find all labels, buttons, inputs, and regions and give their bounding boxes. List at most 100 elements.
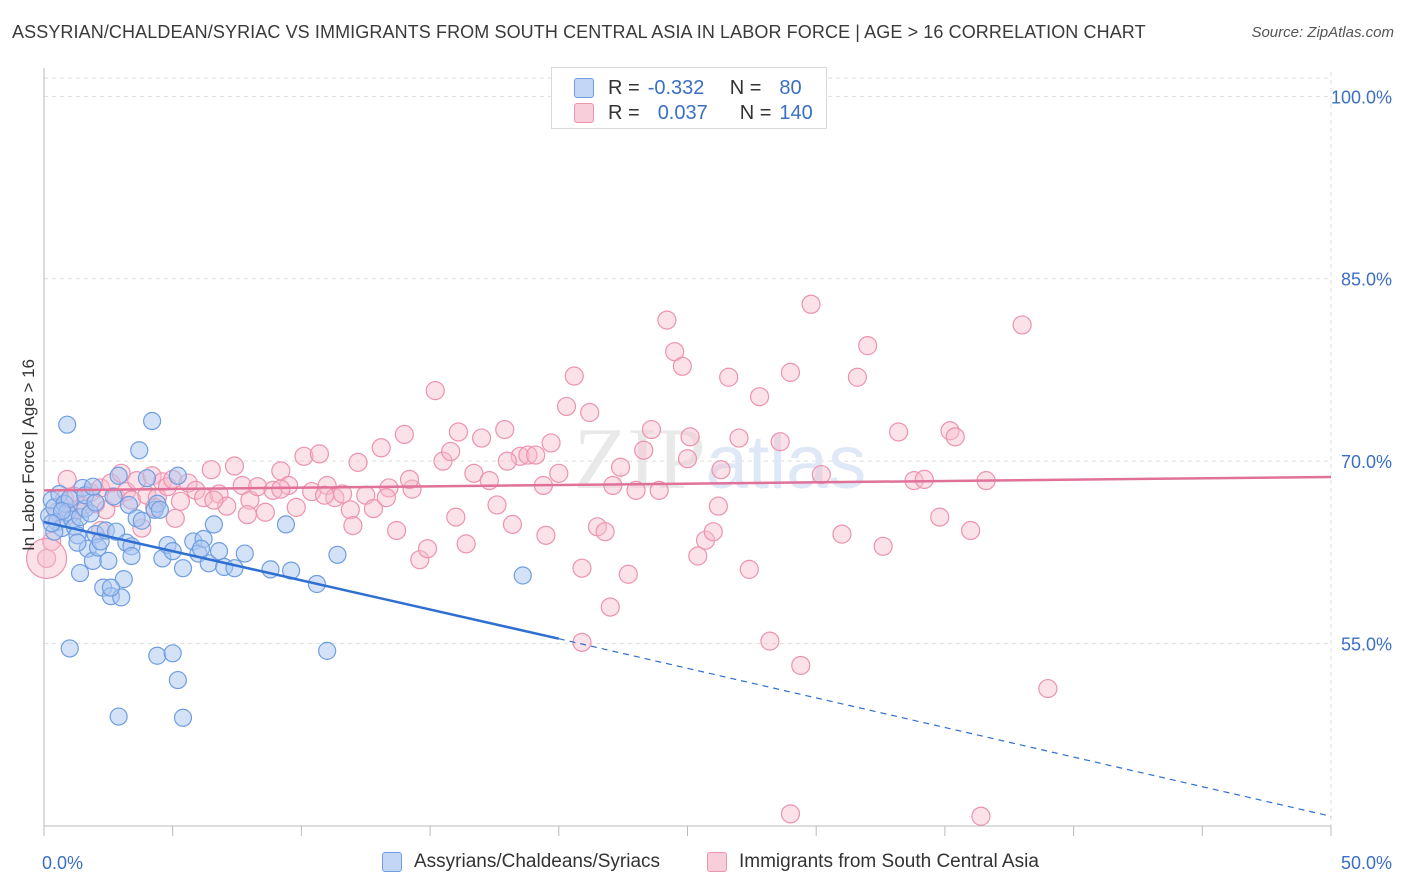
- pink-point: [425, 381, 445, 401]
- y-axis-label: In Labor Force | Age > 16: [19, 359, 38, 551]
- blue-point: [83, 477, 103, 496]
- pink-point: [343, 516, 363, 536]
- tick-labels: 55.0% 70.0% 85.0% 100.0% 0.0% 50.0%: [42, 87, 1392, 873]
- blue-point: [137, 469, 157, 488]
- blue-point: [104, 487, 123, 506]
- pink-point: [376, 488, 396, 508]
- pink-point: [170, 491, 191, 511]
- pink-point: [680, 427, 700, 447]
- legend-row-pink: R = 0.037 N = 140: [574, 101, 813, 125]
- legend-swatch-pink: [707, 852, 727, 872]
- y-tick-label: 85.0%: [1341, 270, 1392, 290]
- y-tick-label: 55.0%: [1341, 635, 1392, 655]
- pink-point: [294, 446, 314, 466]
- blue-point: [101, 578, 121, 597]
- pink-point: [703, 522, 723, 542]
- legend-label: Immigrants from South Central Asia: [739, 851, 1039, 872]
- pink-point: [711, 460, 731, 480]
- blue-point: [109, 466, 128, 485]
- pink-point: [572, 558, 592, 578]
- pink-point: [708, 496, 728, 516]
- axes: [43, 68, 1332, 836]
- pink-point: [224, 456, 245, 476]
- pink-point: [564, 366, 584, 386]
- pink-point: [186, 480, 206, 500]
- pink-point: [510, 446, 530, 466]
- chart-title: ASSYRIAN/CHALDEAN/SYRIAC VS IMMIGRANTS F…: [12, 22, 1146, 42]
- pink-point: [495, 419, 515, 440]
- blue-point: [68, 533, 87, 552]
- pink-point: [201, 460, 221, 480]
- blue-point: [168, 670, 187, 690]
- pink-point: [930, 507, 950, 527]
- blue-point: [209, 542, 229, 561]
- blue-point: [235, 544, 254, 563]
- pink-point: [1012, 315, 1032, 335]
- pink-point: [541, 433, 561, 453]
- pink-points: [25, 294, 1058, 826]
- blue-point: [122, 546, 141, 566]
- pink-point: [971, 806, 991, 826]
- pink-point: [57, 469, 77, 490]
- pink-point: [263, 480, 283, 500]
- pink-point: [914, 469, 934, 490]
- blue-point: [163, 644, 182, 663]
- pink-point: [888, 422, 909, 442]
- pink-point: [536, 525, 556, 545]
- pink-point: [314, 485, 335, 505]
- y-tick-label: 100.0%: [1331, 87, 1392, 107]
- pink-point: [441, 441, 461, 462]
- pink-point: [399, 469, 420, 490]
- pink-point: [641, 419, 662, 440]
- blue-point: [191, 539, 211, 558]
- blue-point: [173, 708, 193, 727]
- pink-point: [448, 422, 469, 442]
- blue-point: [318, 641, 337, 660]
- legend-item-south-central-asia: Immigrants from South Central Asia: [707, 851, 1039, 873]
- y-tick-label: 70.0%: [1341, 452, 1392, 472]
- pink-point: [309, 444, 330, 464]
- pink-point: [433, 451, 453, 471]
- blue-point: [204, 515, 223, 534]
- blue-point: [143, 411, 162, 431]
- legend-n-label: N =: [729, 76, 762, 99]
- legend-n-label: N =: [739, 101, 772, 124]
- blue-points: [40, 411, 532, 727]
- legend-row-blue: R = -0.332 N = 80: [574, 76, 802, 100]
- correlation-legend: R = -0.332 N = 80 R = 0.037 N = 140: [551, 67, 827, 129]
- blue-trend-line: [43, 520, 560, 640]
- pink-point: [940, 421, 960, 441]
- legend-r-label: R =: [608, 76, 640, 99]
- legend-r-value: 0.037: [657, 101, 708, 124]
- legend-n-value: 140: [779, 101, 813, 124]
- pink-point: [410, 550, 430, 570]
- blue-point: [109, 707, 128, 726]
- pink-point: [610, 457, 631, 477]
- blue-point: [119, 495, 139, 515]
- pink-point: [255, 502, 275, 522]
- pink-point: [394, 424, 414, 445]
- pink-point: [749, 387, 770, 407]
- pink-point: [791, 655, 811, 676]
- pink-point: [739, 559, 759, 579]
- blue-point: [114, 570, 133, 589]
- pink-trend-line: [43, 475, 1332, 492]
- pink-point-large: [25, 537, 68, 580]
- pink-point: [961, 520, 981, 541]
- pink-point: [649, 480, 669, 500]
- pink-point: [677, 449, 698, 469]
- pink-point: [873, 536, 893, 556]
- pink-point: [348, 452, 368, 472]
- blue-point: [60, 639, 79, 658]
- pink-point: [719, 367, 739, 387]
- pink-point: [417, 539, 438, 559]
- pink-point: [556, 396, 577, 417]
- pink-point: [340, 500, 360, 520]
- pink-point: [387, 520, 407, 541]
- pink-point: [446, 507, 466, 527]
- legend-swatch-pink: [574, 103, 594, 123]
- legend-swatch-blue: [382, 852, 402, 872]
- x-tick-label: 50.0%: [1341, 853, 1392, 873]
- pink-point: [456, 534, 476, 554]
